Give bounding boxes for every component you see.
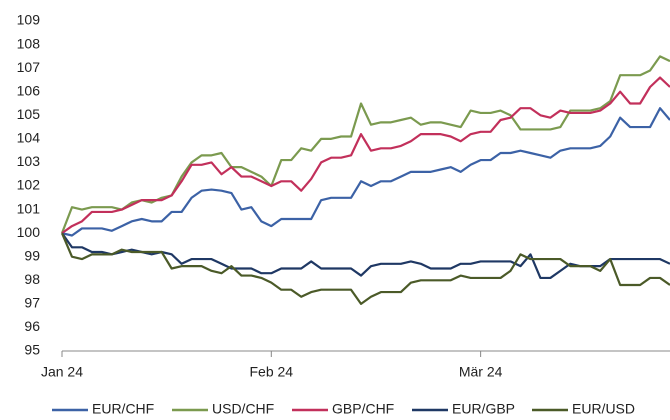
x-tick-label: Jan 24 [41,364,83,380]
y-tick-label: 109 [17,12,41,28]
y-tick-label: 103 [17,153,41,169]
legend-label: EUR/GBP [452,401,515,417]
y-tick-label: 104 [17,130,41,146]
y-tick-label: 98 [24,271,40,287]
y-tick-label: 108 [17,35,41,51]
y-tick-label: 106 [17,82,41,98]
y-tick-label: 102 [17,177,41,193]
series-line [61,107,670,237]
y-tick-label: 101 [17,200,41,216]
series-line [61,76,670,235]
y-tick-label: 100 [17,224,41,240]
y-tick-label: 97 [24,295,40,311]
series-line [60,55,670,234]
legend-label: EUR/CHF [92,401,154,417]
legend-label: USD/CHF [212,401,274,417]
y-tick-label: 96 [24,318,40,334]
legend-label: GBP/CHF [332,401,394,417]
x-tick-label: Feb 24 [250,364,294,380]
y-tick-label: 95 [24,342,40,358]
x-tick-label: Mär 24 [459,364,503,380]
y-tick-label: 107 [17,59,41,75]
series-line [61,232,670,280]
y-tick-label: 105 [17,106,41,122]
legend-label: EUR/USD [572,401,635,417]
y-tick-label: 99 [24,247,40,263]
series-line [60,232,670,305]
